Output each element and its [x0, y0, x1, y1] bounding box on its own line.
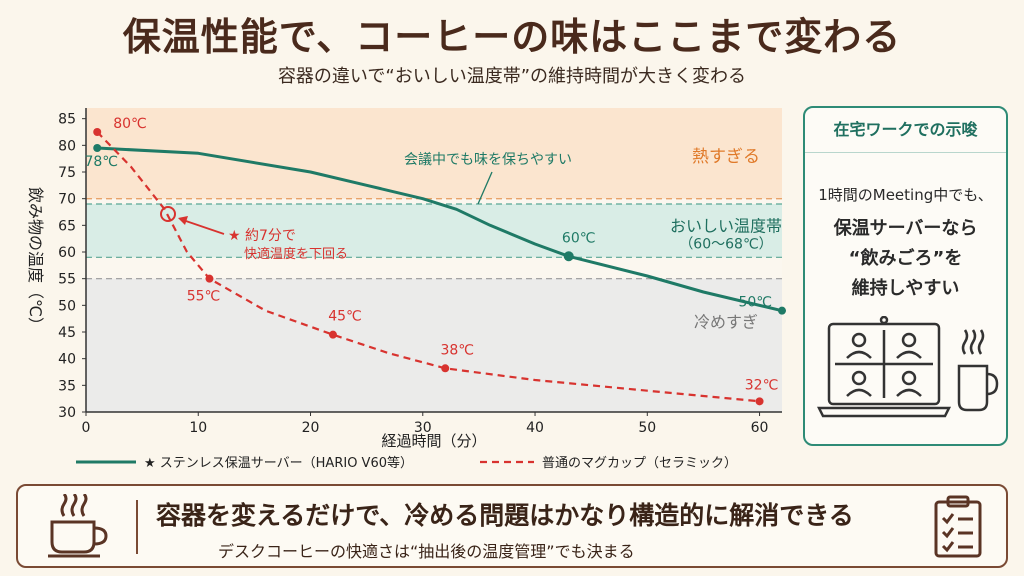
- series-point-0: [563, 251, 574, 262]
- side-panel-line4: 維持しやすい: [851, 278, 960, 299]
- data-label: 50℃: [738, 295, 772, 311]
- annotation-red-arrow: [179, 218, 225, 235]
- y-tick-label: 60: [58, 245, 76, 261]
- x-tick-label: 30: [414, 420, 432, 436]
- y-tick-label: 35: [58, 378, 76, 394]
- band-1: [86, 204, 782, 258]
- y-tick-label: 30: [58, 405, 76, 421]
- series-point-0: [778, 306, 786, 315]
- side-panel: 在宅ワークでの示唆 1時間のMeeting中でも、 保温サーバーなら “飲みごろ…: [803, 106, 1008, 446]
- legend-label-1: 普通のマグカップ（セラミック）: [542, 456, 737, 471]
- data-label: 38℃: [440, 342, 474, 358]
- series-point-1: [441, 364, 450, 373]
- y-axis-label: 飲み物の温度（℃）: [26, 187, 45, 333]
- legend-label-0: ★ ステンレス保温サーバー（HARIO V60等）: [144, 455, 413, 471]
- page-title: 保温性能で、コーヒーの味はここまで変わる: [122, 15, 902, 59]
- data-label: 60℃: [562, 230, 596, 246]
- y-tick-label: 70: [58, 192, 76, 208]
- y-tick-label: 55: [58, 272, 76, 288]
- side-panel-line1: 1時間のMeeting中でも、: [818, 186, 993, 204]
- annotation-red-line2: 快適温度を下回る: [244, 246, 348, 262]
- x-tick-label: 40: [526, 420, 544, 436]
- series-point-1: [755, 397, 764, 406]
- conclusion-sub: デスクコーヒーの快適さは“抽出後の温度管理”でも決まる: [218, 542, 635, 561]
- band-label-optimal: おいしい温度帯: [670, 216, 782, 235]
- data-label: 55℃: [187, 289, 221, 305]
- series-point-1: [205, 274, 214, 283]
- side-panel-title: 在宅ワークでの示唆: [805, 108, 1006, 153]
- annotation-red-arrowhead: [178, 216, 188, 225]
- band-label-cold: 冷めすぎ: [694, 312, 758, 331]
- data-label: 80℃: [113, 116, 147, 132]
- y-tick-label: 65: [58, 218, 76, 234]
- page-subtitle: 容器の違いで“おいしい温度帯”の維持時間が大きく変わる: [277, 66, 747, 87]
- band-label-hot: 熱すぎる: [692, 147, 760, 167]
- data-label: 45℃: [328, 309, 362, 325]
- annotation-teal: 会議中でも味を保ちやすい: [404, 151, 572, 168]
- series-point-1: [93, 128, 102, 136]
- side-panel-line2: 保温サーバーなら: [833, 218, 978, 239]
- video-call-laptop-icon: [817, 316, 999, 418]
- annotation-red-line1: ★ 約7分で: [228, 228, 296, 244]
- y-tick-label: 85: [58, 112, 76, 128]
- y-tick-label: 75: [58, 165, 76, 181]
- y-tick-label: 40: [58, 352, 76, 368]
- steaming-mug-icon: [957, 329, 999, 412]
- x-tick-label: 20: [302, 420, 320, 436]
- x-tick-label: 0: [82, 420, 91, 436]
- side-panel-line3: “飲みごろ”を: [848, 248, 963, 269]
- band-2: [86, 278, 782, 412]
- divider: [136, 500, 138, 554]
- x-tick-label: 50: [638, 420, 656, 436]
- conclusion-box: 容器を変えるだけで、冷める問題はかなり構造的に解消できる デスクコーヒーの快適さ…: [16, 484, 1008, 568]
- series-point-1: [328, 330, 337, 339]
- annotation-teal-pointer: [477, 171, 493, 205]
- crossing-marker: [160, 206, 176, 222]
- x-tick-label: 60: [751, 420, 769, 436]
- x-tick-label: 10: [189, 420, 207, 436]
- coffee-cup-icon: [48, 494, 108, 558]
- y-tick-label: 80: [58, 138, 76, 154]
- data-label: 32℃: [745, 377, 779, 393]
- y-tick-label: 45: [58, 325, 76, 341]
- checklist-icon: [934, 495, 982, 558]
- series-line-0: [97, 146, 783, 313]
- conclusion-main: 容器を変えるだけで、冷める問題はかなり構造的に解消できる: [156, 501, 854, 530]
- band-label-optimal-range: （60〜68℃）: [679, 236, 772, 252]
- data-label: 78℃: [84, 154, 118, 170]
- x-axis-label: 経過時間（分）: [381, 432, 486, 450]
- series-point-0: [93, 144, 102, 152]
- y-tick-label: 50: [58, 298, 76, 314]
